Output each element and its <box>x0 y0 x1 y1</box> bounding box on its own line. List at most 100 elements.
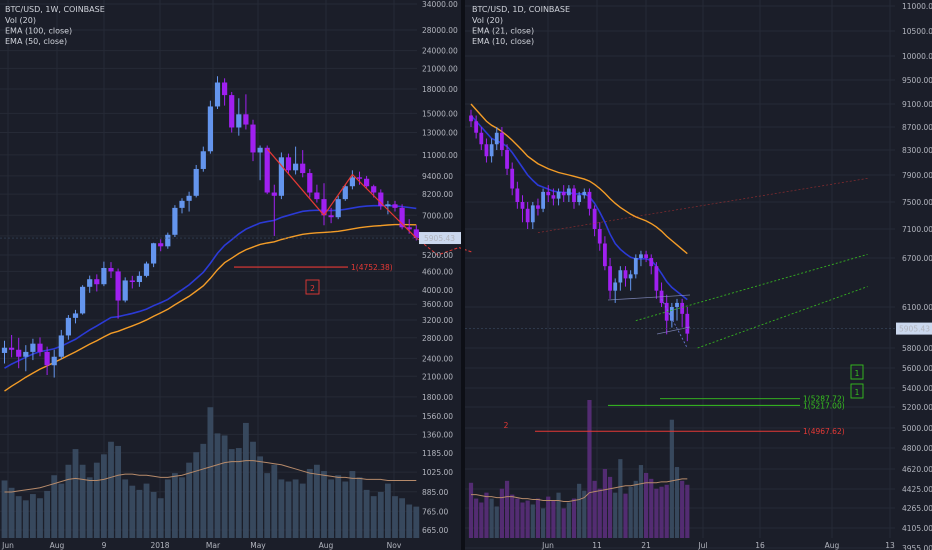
right-candle[interactable] <box>541 188 545 213</box>
left-candle[interactable] <box>300 150 306 178</box>
right-candle[interactable] <box>536 198 540 216</box>
right-channel-base[interactable] <box>607 294 691 301</box>
right-candle[interactable] <box>592 205 597 237</box>
right-candle[interactable] <box>608 258 612 299</box>
left-candle[interactable] <box>30 338 36 361</box>
right-candle[interactable] <box>479 127 484 150</box>
left-candle[interactable] <box>392 200 398 212</box>
left-candle[interactable] <box>158 239 164 252</box>
right-candle[interactable] <box>633 254 638 279</box>
left-candle[interactable] <box>58 329 64 360</box>
left-candle[interactable] <box>285 153 292 175</box>
left-candle[interactable] <box>222 78 228 106</box>
left-candle[interactable] <box>94 274 100 292</box>
right-candle[interactable] <box>577 191 582 206</box>
left-candle[interactable] <box>108 262 114 278</box>
right-candle[interactable] <box>484 138 489 163</box>
left-candle[interactable] <box>342 184 348 201</box>
left-candle[interactable] <box>136 271 142 287</box>
right-candle[interactable] <box>520 195 525 223</box>
left-candle[interactable] <box>385 200 391 215</box>
right-candle[interactable] <box>515 181 520 209</box>
left-time-axis[interactable]: Jun Aug 9 2018 Mar May Aug Nov <box>1 541 402 550</box>
right-candle[interactable] <box>505 144 509 175</box>
left-candle[interactable] <box>207 100 213 154</box>
right-wave-box[interactable] <box>850 383 864 399</box>
left-candle[interactable] <box>243 94 249 130</box>
left-wave-box[interactable] <box>305 279 320 295</box>
left-candle[interactable] <box>257 145 263 181</box>
right-candle[interactable] <box>530 202 535 229</box>
left-candle[interactable] <box>349 170 355 190</box>
right-candle[interactable] <box>556 188 561 206</box>
right-channel-base[interactable] <box>656 326 691 335</box>
right-candle[interactable] <box>551 188 556 206</box>
left-candle[interactable] <box>356 171 363 185</box>
left-candle[interactable] <box>328 207 334 224</box>
right-annotations[interactable]: 1(5287.72)1(5217.00) 1(4967.62) 1 1 2 <box>504 178 868 436</box>
left-wave-line[interactable] <box>351 174 417 239</box>
left-candle[interactable] <box>23 345 29 372</box>
right-candle[interactable] <box>618 266 623 291</box>
left-candle[interactable] <box>44 346 50 375</box>
left-candle[interactable] <box>236 98 242 136</box>
right-candle[interactable] <box>644 250 648 263</box>
left-candle[interactable] <box>271 184 277 236</box>
left-candle[interactable] <box>122 277 128 303</box>
right-candle[interactable] <box>582 188 587 199</box>
right-candle[interactable] <box>561 185 566 202</box>
right-wave-box[interactable] <box>850 364 864 380</box>
left-candle[interactable] <box>364 175 370 188</box>
left-candle[interactable] <box>143 261 150 278</box>
right-candle[interactable] <box>597 222 602 251</box>
left-candle[interactable] <box>214 76 221 110</box>
right-candle[interactable] <box>494 127 499 150</box>
left-candles[interactable] <box>1 76 419 378</box>
left-candle[interactable] <box>16 337 22 369</box>
right-candle[interactable] <box>489 138 494 163</box>
left-candle[interactable] <box>151 242 157 268</box>
right-candle[interactable] <box>675 298 679 321</box>
right-candles[interactable] <box>469 109 690 342</box>
right-candle[interactable] <box>469 109 473 127</box>
right-candle[interactable] <box>566 185 571 202</box>
right-candle[interactable] <box>546 185 551 202</box>
left-candle[interactable] <box>101 261 107 287</box>
left-candle[interactable] <box>193 164 199 198</box>
left-candle[interactable] <box>87 275 93 293</box>
right-price-axis[interactable]: 11000.00 10500.00 10000.00 9500.00 9100.00 87… <box>465 2 932 550</box>
right-candle[interactable] <box>587 188 592 216</box>
left-candle[interactable] <box>186 191 192 212</box>
left-candle[interactable] <box>250 119 256 162</box>
left-candle[interactable] <box>80 285 86 315</box>
right-candle[interactable] <box>613 278 618 303</box>
right-candle[interactable] <box>685 307 690 342</box>
left-candle[interactable] <box>264 145 270 195</box>
right-candle[interactable] <box>680 298 685 328</box>
left-annotations[interactable]: 1(4752.38) 2 <box>234 148 474 295</box>
right-candle[interactable] <box>603 236 607 271</box>
right-candle[interactable] <box>500 127 504 157</box>
right-candle[interactable] <box>525 202 530 229</box>
right-candle[interactable] <box>639 250 643 267</box>
left-candle[interactable] <box>314 184 320 203</box>
left-candle[interactable] <box>378 189 384 210</box>
left-wave-line[interactable] <box>323 174 353 216</box>
right-candle[interactable] <box>474 115 479 139</box>
right-last-price-tag[interactable] <box>896 322 932 335</box>
left-price-axis[interactable]: 34000.0028000.0024000.0021000.0018000.00… <box>0 0 461 535</box>
left-candle[interactable] <box>179 198 185 214</box>
left-candle[interactable] <box>399 204 405 230</box>
left-candle[interactable] <box>1 340 8 364</box>
right-candle[interactable] <box>654 262 659 299</box>
left-candle[interactable] <box>172 205 178 238</box>
left-candle[interactable] <box>200 146 206 172</box>
left-candle[interactable] <box>165 232 171 249</box>
left-last-price-tag[interactable] <box>419 232 461 245</box>
left-candle[interactable] <box>321 183 327 226</box>
right-candle[interactable] <box>628 270 633 291</box>
left-candle[interactable] <box>115 268 121 319</box>
left-candle[interactable] <box>51 349 57 378</box>
right-time-axis[interactable]: Jun 11 21 Jul 16 Aug 13 <box>541 541 895 550</box>
right-candle[interactable] <box>572 185 576 209</box>
